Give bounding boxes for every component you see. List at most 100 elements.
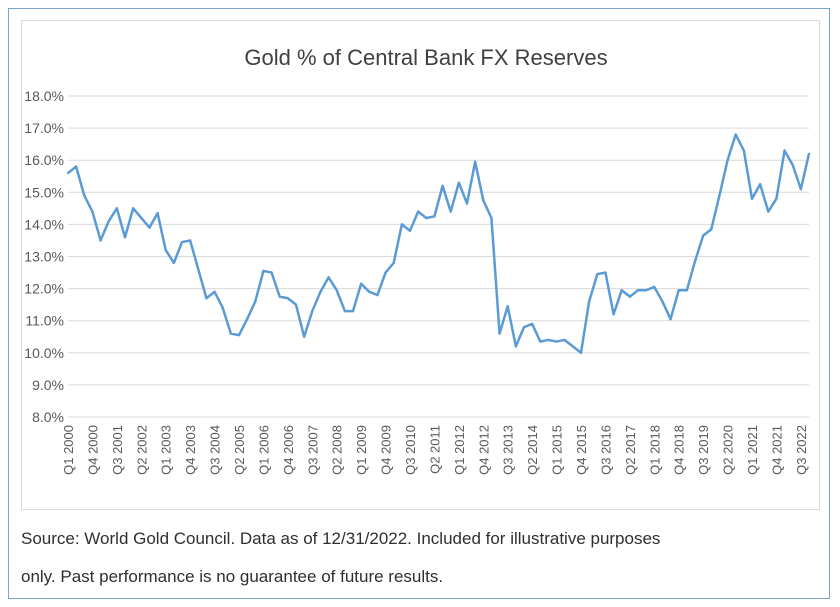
x-tick-label: Q2 2002 <box>134 425 149 475</box>
y-tick-label: 8.0% <box>32 409 64 425</box>
data-point <box>555 340 558 343</box>
data-point <box>742 149 746 152</box>
data-point <box>677 289 680 292</box>
x-tick-label: Q4 2012 <box>476 425 491 475</box>
data-point <box>254 300 257 303</box>
data-point <box>506 305 509 308</box>
y-tick-label: 15.0% <box>24 184 64 200</box>
data-point <box>644 289 648 292</box>
data-point <box>66 171 70 175</box>
x-tick-label: Q3 2007 <box>305 425 320 475</box>
chart-area: Gold % of Central Bank FX Reserves 8.0% 9… <box>21 20 820 510</box>
x-tick-label: Q2 2011 <box>427 425 442 474</box>
data-point <box>229 332 233 335</box>
data-point <box>343 309 347 313</box>
data-point <box>636 289 640 292</box>
data-point <box>376 293 379 297</box>
data-point <box>115 207 119 210</box>
x-tick-label: Q1 2000 <box>61 425 76 475</box>
data-point <box>205 297 208 300</box>
data-point <box>612 313 615 316</box>
data-point <box>587 300 591 303</box>
y-tick-label: 9.0% <box>32 377 64 393</box>
data-point <box>441 184 444 188</box>
data-point <box>131 207 135 210</box>
x-tick-label: Q4 2000 <box>85 425 100 475</box>
data-point <box>433 215 436 218</box>
data-point <box>563 338 566 342</box>
data-point <box>278 295 281 298</box>
data-point <box>547 338 550 342</box>
source-line-1: Source: World Gold Council. Data as of 1… <box>21 529 661 548</box>
y-tick-label: 11.0% <box>25 313 64 329</box>
source-note: Source: World Gold Council. Data as of 1… <box>21 520 811 596</box>
data-point <box>579 351 583 354</box>
x-tick-label: Q2 2005 <box>232 425 247 475</box>
x-tick-label: Q4 2009 <box>379 425 394 475</box>
x-tick-label: Q2 2008 <box>330 425 345 475</box>
data-point <box>416 210 420 213</box>
data-point <box>775 197 778 200</box>
data-point <box>693 260 697 263</box>
data-point <box>245 317 249 321</box>
line-chart: Gold % of Central Bank FX Reserves 8.0% 9… <box>24 45 811 475</box>
data-point <box>302 335 306 338</box>
data-point <box>140 216 143 220</box>
data-point <box>237 333 241 337</box>
data-point <box>213 290 216 294</box>
data-point <box>335 289 338 292</box>
data-point <box>726 159 729 162</box>
data-point <box>327 276 330 279</box>
data-point <box>123 236 127 239</box>
gridlines <box>68 95 809 418</box>
data-point <box>91 210 94 213</box>
data-point <box>807 152 811 155</box>
data-point <box>620 289 623 292</box>
data-point <box>799 187 803 191</box>
data-point <box>197 268 200 271</box>
data-point <box>767 210 770 213</box>
x-tick-label: Q3 2004 <box>208 425 223 475</box>
data-point <box>262 269 265 273</box>
x-axis-ticks: Q1 2000 Q4 2000 Q3 2001 Q2 2002 Q1 2003 Q4 20… <box>61 425 809 475</box>
data-point <box>384 271 387 274</box>
y-tick-label: 16.0% <box>24 152 64 168</box>
data-point <box>351 309 355 313</box>
x-tick-label: Q1 2003 <box>159 425 174 475</box>
data-point <box>425 216 428 220</box>
y-axis-ticks: 8.0% 9.0% 10.0% 11.0% 12.0% 13.0% 14.0% 15.0% 16… <box>24 88 64 425</box>
data-point <box>734 133 737 136</box>
data-point <box>392 261 395 265</box>
x-tick-label: Q1 2006 <box>256 425 271 475</box>
data-point <box>498 332 501 335</box>
data-point <box>490 216 493 220</box>
data-point <box>221 306 224 310</box>
data-point <box>701 234 705 237</box>
x-tick-label: Q3 2022 <box>794 425 809 475</box>
x-tick-label: Q2 2014 <box>525 425 540 475</box>
data-point <box>669 317 672 321</box>
data-point <box>482 199 485 202</box>
x-tick-label: Q3 2010 <box>403 425 418 475</box>
data-point <box>653 285 656 289</box>
data-point <box>270 271 273 274</box>
data-point <box>628 295 632 298</box>
data-point <box>571 345 575 348</box>
data-point <box>359 282 363 285</box>
x-tick-label: Q4 2018 <box>672 425 687 475</box>
data-point <box>164 248 167 252</box>
data-point <box>74 165 78 168</box>
data-point <box>750 197 754 200</box>
x-tick-label: Q4 2021 <box>769 425 784 475</box>
data-point <box>530 322 534 326</box>
x-tick-label: Q2 2017 <box>623 425 638 475</box>
data-point <box>539 340 542 343</box>
data-point <box>473 160 477 164</box>
y-tick-label: 12.0% <box>24 281 64 297</box>
data-point <box>408 229 412 233</box>
y-tick-label: 14.0% <box>24 216 64 232</box>
data-point <box>758 183 762 186</box>
y-tick-label: 18.0% <box>24 88 64 104</box>
data-point <box>457 181 461 184</box>
data-point <box>514 345 518 348</box>
